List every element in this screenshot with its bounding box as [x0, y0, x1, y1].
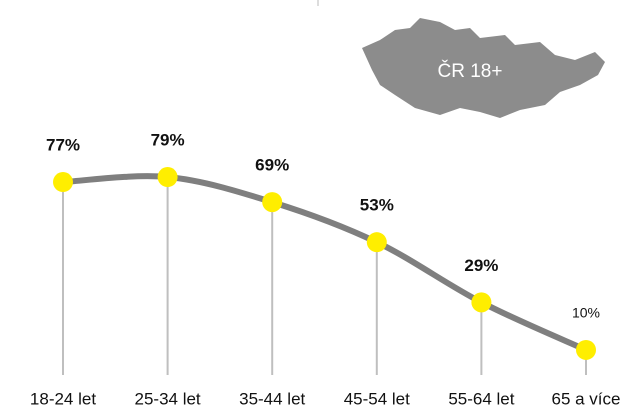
x-tick-label: 25-34 let [135, 389, 201, 408]
value-label: 79% [151, 131, 185, 150]
point [576, 339, 596, 360]
point [53, 172, 73, 193]
x-tick-label: 18-24 let [30, 389, 96, 408]
value-label: 69% [255, 156, 289, 175]
x-tick-label: 45-54 let [344, 389, 410, 408]
map-silhouette [362, 18, 605, 118]
point [262, 192, 283, 213]
value-label: 10% [572, 305, 600, 321]
point [471, 292, 492, 313]
x-tick-label: 35-44 let [239, 389, 305, 408]
point [366, 232, 387, 253]
value-label: 53% [360, 196, 394, 215]
x-tick-label: 65 a více [552, 389, 621, 408]
line [60, 173, 589, 353]
value-label: 77% [46, 136, 80, 155]
map-label: ČR 18+ [438, 60, 503, 82]
x-tick-label: 55-64 let [448, 389, 514, 408]
value-label: 29% [464, 256, 498, 275]
point [157, 167, 178, 188]
